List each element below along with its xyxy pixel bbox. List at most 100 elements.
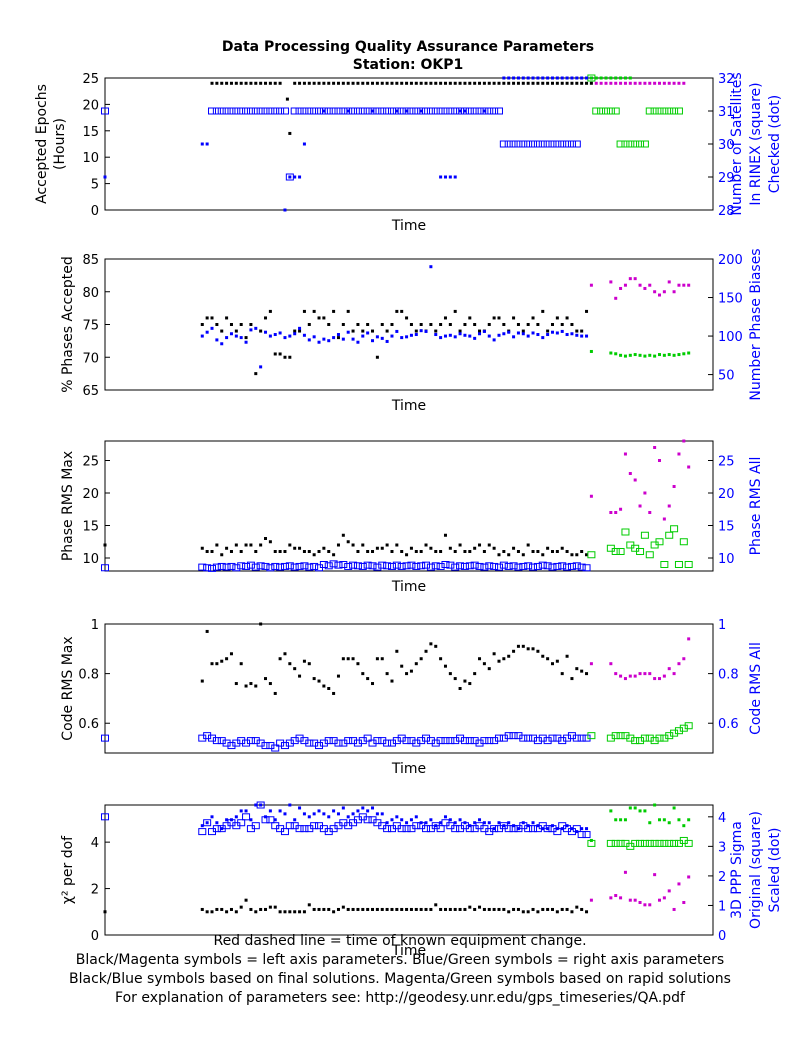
data-point-dot <box>346 81 350 85</box>
data-point-dot <box>414 815 418 819</box>
data-point-dot <box>560 323 564 326</box>
data-point-dot <box>516 827 520 831</box>
data-point-dot <box>351 812 355 816</box>
data-point-dot <box>541 309 545 313</box>
data-point-square <box>300 825 309 833</box>
data-point-dot <box>210 81 214 85</box>
data-point-dot <box>332 81 336 85</box>
data-point-dot <box>356 662 360 666</box>
data-point-square <box>261 107 270 115</box>
data-point-dot <box>482 907 486 911</box>
data-point-dot <box>371 806 375 810</box>
data-point-dot <box>492 81 496 85</box>
panel-2: 65 70 75 80 85 50 100 150 200 Time % Phases Accept… <box>60 248 764 414</box>
data-point-square <box>392 737 401 745</box>
data-point-dot <box>307 323 311 326</box>
data-point-square <box>563 563 572 571</box>
data-point-dot <box>628 898 632 902</box>
data-point-dot <box>507 654 511 658</box>
data-point-dot <box>225 657 229 661</box>
data-point-dot <box>463 907 467 911</box>
data-point-dot <box>575 333 579 337</box>
data-point-dot <box>336 812 340 816</box>
data-point-square <box>246 561 255 569</box>
data-point-square <box>397 825 406 833</box>
data-point-dot <box>623 76 627 80</box>
data-point-dot <box>580 334 584 338</box>
data-point-square <box>611 839 620 847</box>
data-point-square <box>650 737 659 745</box>
data-point-dot <box>356 81 360 85</box>
data-point-square <box>251 737 260 745</box>
data-point-dot <box>390 334 394 338</box>
data-point-dot <box>502 907 506 911</box>
data-point-square <box>295 107 304 115</box>
data-point-square <box>368 107 377 115</box>
data-point-square <box>611 732 620 740</box>
data-point-square <box>310 739 319 747</box>
left-tick-label: 0.6 <box>78 717 99 732</box>
data-point-square <box>237 562 246 570</box>
data-point-square <box>237 737 246 745</box>
data-point-dot <box>414 333 418 337</box>
data-point-dot <box>273 818 277 822</box>
data-point-dot <box>278 331 282 335</box>
data-point-square <box>621 528 630 536</box>
data-point-dot <box>555 550 559 553</box>
data-point-square <box>558 737 567 745</box>
data-point-dot <box>302 910 306 914</box>
data-point-dot <box>366 323 370 326</box>
data-point-square <box>670 525 679 533</box>
data-point-dot <box>628 806 632 810</box>
panel-4: 0.6 0.8 1 0.6 0.8 1 Time Code RMS Max Code RMS A… <box>60 618 764 777</box>
data-point-dot <box>264 316 268 320</box>
data-point-square <box>266 107 275 115</box>
data-point-dot <box>453 309 457 313</box>
data-point-square <box>358 737 367 745</box>
data-point-square <box>665 107 674 115</box>
data-point-dot <box>312 812 316 816</box>
data-point-square <box>451 737 460 745</box>
data-point-dot <box>200 142 204 146</box>
data-point-dot <box>512 824 516 828</box>
data-point-dot <box>589 898 593 902</box>
data-point-dot <box>565 76 569 80</box>
data-point-square <box>640 140 649 148</box>
data-point-dot <box>657 898 661 902</box>
data-point-dot <box>278 352 282 356</box>
data-point-dot <box>200 907 204 911</box>
right-tick-label: 200 <box>718 253 743 268</box>
data-point-dot <box>575 81 579 85</box>
data-point-square <box>519 140 528 148</box>
panel-1: 0 5 10 15 20 25 28 29 30 31 32 Time Accepted Epochs(… <box>34 72 783 234</box>
data-point-dot <box>366 81 370 85</box>
data-point-dot <box>443 815 447 819</box>
data-point-dot <box>619 674 623 678</box>
data-point-square <box>217 107 226 115</box>
data-point-dot <box>463 550 467 553</box>
data-point-dot <box>439 657 443 661</box>
data-point-dot <box>575 76 579 80</box>
data-point-square <box>582 831 591 839</box>
data-point-square <box>451 825 460 833</box>
data-point-dot <box>375 657 379 661</box>
data-point-dot <box>312 335 316 339</box>
data-point-dot <box>259 81 263 85</box>
data-point-square <box>222 739 231 747</box>
left-tick-label: 65 <box>82 384 99 399</box>
data-point-square <box>499 734 508 742</box>
data-point-dot <box>648 903 652 907</box>
data-point-square <box>577 563 586 571</box>
data-point-dot <box>264 677 268 681</box>
data-point-dot <box>259 365 263 369</box>
data-point-square <box>378 107 387 115</box>
right-axis-label: Scaled (dot) <box>767 828 783 913</box>
data-point-dot <box>409 323 413 326</box>
data-point-dot <box>210 326 214 330</box>
data-point-dot <box>507 910 511 914</box>
right-axis-label: Number Phase Biases <box>748 248 764 400</box>
data-point-dot <box>560 672 564 676</box>
right-tick-label: 0 <box>718 929 726 944</box>
data-point-dot <box>473 323 477 326</box>
data-point-dot <box>565 824 569 828</box>
